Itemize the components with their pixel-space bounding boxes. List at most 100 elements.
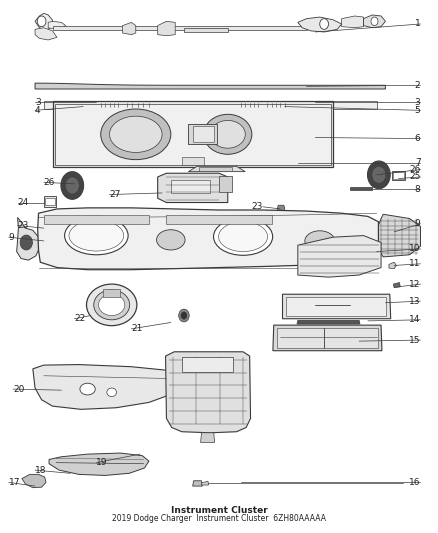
Polygon shape xyxy=(123,102,153,108)
Circle shape xyxy=(181,312,187,319)
Polygon shape xyxy=(53,26,307,30)
Text: 2019 Dodge Charger  Instrument Cluster  6ZH80AAAAA: 2019 Dodge Charger Instrument Cluster 6Z… xyxy=(112,514,326,522)
Polygon shape xyxy=(44,101,377,109)
Bar xyxy=(193,126,214,142)
Polygon shape xyxy=(219,176,232,192)
Polygon shape xyxy=(35,83,385,89)
Polygon shape xyxy=(35,13,53,30)
Text: 3: 3 xyxy=(415,98,420,107)
Bar xyxy=(199,167,232,171)
Polygon shape xyxy=(55,104,331,165)
Text: 7: 7 xyxy=(415,158,420,167)
Bar xyxy=(45,198,55,205)
Polygon shape xyxy=(298,236,381,277)
Text: 19: 19 xyxy=(96,458,108,467)
Text: Instrument Cluster: Instrument Cluster xyxy=(171,506,267,515)
Polygon shape xyxy=(33,365,182,409)
Bar xyxy=(103,289,120,297)
Ellipse shape xyxy=(107,388,117,397)
Polygon shape xyxy=(17,217,39,260)
Text: 9: 9 xyxy=(9,233,14,241)
Ellipse shape xyxy=(80,383,95,395)
Text: 26: 26 xyxy=(409,165,420,174)
Text: 5: 5 xyxy=(415,106,420,115)
Polygon shape xyxy=(263,102,289,108)
Text: 2: 2 xyxy=(415,81,420,90)
Ellipse shape xyxy=(69,220,124,251)
Text: 6: 6 xyxy=(415,134,420,143)
Text: 13: 13 xyxy=(409,297,420,305)
Polygon shape xyxy=(158,173,228,203)
Ellipse shape xyxy=(210,120,245,148)
Polygon shape xyxy=(378,214,420,257)
Polygon shape xyxy=(38,208,378,270)
Polygon shape xyxy=(237,102,263,108)
Polygon shape xyxy=(158,21,175,36)
Polygon shape xyxy=(166,352,251,433)
Polygon shape xyxy=(273,325,382,351)
Polygon shape xyxy=(44,215,149,224)
Text: 12: 12 xyxy=(409,280,420,288)
Ellipse shape xyxy=(99,294,125,316)
Polygon shape xyxy=(49,453,149,475)
Polygon shape xyxy=(96,102,123,108)
Polygon shape xyxy=(48,21,66,29)
Polygon shape xyxy=(22,474,46,488)
Text: 17: 17 xyxy=(9,478,20,487)
Circle shape xyxy=(372,166,386,183)
Ellipse shape xyxy=(305,231,335,251)
Polygon shape xyxy=(201,481,208,485)
Polygon shape xyxy=(277,205,285,212)
Polygon shape xyxy=(184,28,228,32)
Text: 10: 10 xyxy=(409,245,420,253)
Ellipse shape xyxy=(65,216,128,255)
Polygon shape xyxy=(44,196,56,207)
Text: 16: 16 xyxy=(409,478,420,487)
Text: 23: 23 xyxy=(251,203,263,211)
Polygon shape xyxy=(201,433,215,442)
Text: 14: 14 xyxy=(409,316,420,324)
Bar xyxy=(393,172,404,179)
Circle shape xyxy=(371,17,378,26)
Ellipse shape xyxy=(94,290,130,320)
Polygon shape xyxy=(277,328,378,348)
Polygon shape xyxy=(193,481,202,486)
Text: 21: 21 xyxy=(131,325,143,333)
Polygon shape xyxy=(342,16,364,28)
Polygon shape xyxy=(53,101,333,167)
Circle shape xyxy=(61,172,84,199)
Text: 26: 26 xyxy=(44,178,55,187)
Text: 22: 22 xyxy=(74,314,86,323)
Circle shape xyxy=(179,309,189,322)
Circle shape xyxy=(367,161,390,189)
Text: 25: 25 xyxy=(409,173,420,181)
Ellipse shape xyxy=(204,114,252,155)
Bar xyxy=(171,180,210,193)
Text: 9: 9 xyxy=(415,220,420,228)
Text: 15: 15 xyxy=(409,336,420,344)
Text: 8: 8 xyxy=(415,185,420,193)
Polygon shape xyxy=(123,22,136,35)
Polygon shape xyxy=(166,215,272,224)
Circle shape xyxy=(20,235,32,250)
Polygon shape xyxy=(350,187,372,190)
Circle shape xyxy=(320,19,328,29)
Text: 11: 11 xyxy=(409,260,420,268)
Bar xyxy=(182,357,233,372)
Ellipse shape xyxy=(101,109,171,160)
Circle shape xyxy=(37,16,46,27)
Text: 24: 24 xyxy=(18,198,29,207)
Text: 18: 18 xyxy=(35,466,46,474)
Polygon shape xyxy=(286,297,386,316)
Text: 23: 23 xyxy=(18,221,29,230)
Polygon shape xyxy=(35,28,57,40)
Text: 20: 20 xyxy=(13,385,25,393)
Ellipse shape xyxy=(110,116,162,152)
Text: 1: 1 xyxy=(415,20,420,28)
Circle shape xyxy=(65,177,79,194)
Text: 3: 3 xyxy=(35,98,41,107)
Polygon shape xyxy=(188,166,245,172)
Polygon shape xyxy=(393,282,400,288)
Polygon shape xyxy=(364,15,385,28)
Polygon shape xyxy=(298,17,342,32)
